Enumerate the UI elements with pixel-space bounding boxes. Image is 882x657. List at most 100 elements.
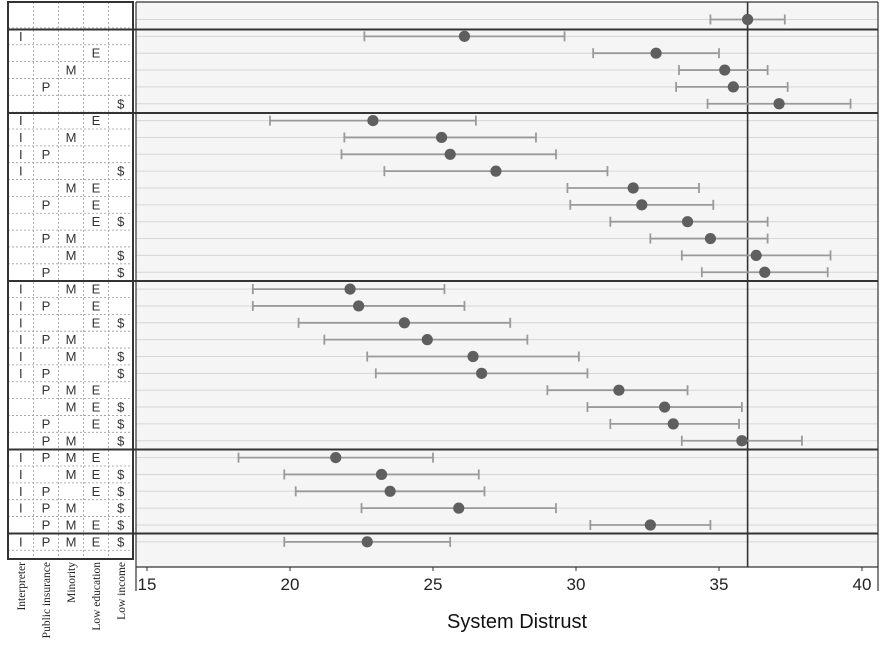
factor-cell: $ (117, 534, 125, 549)
factor-cell: $ (117, 315, 125, 330)
estimate-point (644, 519, 656, 531)
factor-cell: I (19, 484, 23, 499)
factor-cell: E (92, 282, 101, 297)
factor-cell: M (66, 181, 77, 196)
estimate-point (444, 148, 456, 160)
estimate-point (458, 30, 471, 42)
estimate-point (704, 232, 717, 245)
table-border (7, 1, 134, 560)
factor-cell: $ (117, 467, 125, 482)
factor-cell: E (92, 214, 101, 229)
factor-cell: I (19, 113, 23, 128)
x-tick-label: 40 (853, 575, 872, 594)
factor-cell: P (42, 450, 51, 465)
factor-cell: $ (117, 349, 125, 364)
estimate-point (361, 536, 373, 548)
estimate-point (750, 249, 762, 261)
factor-cell: P (42, 383, 51, 398)
factor-cell: $ (117, 96, 125, 111)
x-tick-label: 35 (710, 575, 729, 594)
estimate-point (375, 468, 388, 481)
factor-cell: $ (117, 416, 125, 431)
factor-cell: E (92, 383, 101, 398)
x-tick-label: 30 (567, 575, 586, 594)
estimate-point (353, 300, 365, 312)
factor-cell: E (92, 518, 101, 533)
estimate-point (384, 485, 396, 497)
factor-column-label: Low education (91, 562, 103, 631)
factor-cell: E (92, 416, 101, 431)
factor-cell: M (66, 332, 77, 347)
factor-cell: E (92, 450, 101, 465)
plot-area-background (136, 2, 878, 591)
factor-cell: P (42, 197, 51, 212)
factor-cell: I (19, 467, 23, 482)
estimate-point (476, 367, 488, 379)
estimate-point (627, 182, 639, 194)
factor-cell: M (66, 231, 77, 246)
factor-cell: $ (117, 366, 125, 381)
factor-cell: M (66, 534, 77, 549)
factor-cell: I (19, 164, 23, 179)
estimate-point (736, 435, 748, 447)
factor-cell: I (19, 332, 23, 347)
estimate-point (490, 165, 502, 177)
factor-cell: $ (117, 400, 125, 415)
estimate-point (367, 115, 379, 127)
factor-cell: M (66, 63, 77, 78)
estimate-point (667, 418, 679, 430)
factor-cell: P (42, 79, 51, 94)
estimate-point (398, 317, 410, 329)
factor-column-label: Minority (66, 562, 78, 603)
factor-cell: M (66, 349, 77, 364)
factor-cell: E (92, 315, 101, 330)
factor-column-label: Low income (116, 562, 128, 620)
factor-cell: P (42, 366, 51, 381)
factor-column-labels: Interpreter Public insurance Minority Low e… (16, 562, 128, 639)
factor-cell: M (66, 518, 77, 533)
factor-cell: P (42, 332, 51, 347)
factor-cell: I (19, 282, 23, 297)
factor-cell: M (66, 282, 77, 297)
factor-cell: I (19, 349, 23, 364)
factor-cell: E (92, 113, 101, 128)
group-separators (7, 1, 879, 591)
factor-cell: $ (117, 214, 125, 229)
estimate-point (759, 266, 771, 278)
factor-cell: P (42, 501, 51, 516)
estimate-point (650, 47, 662, 59)
factor-cell: P (42, 534, 51, 549)
factor-cell: P (42, 518, 51, 533)
factor-cell: E (92, 484, 101, 499)
factor-cell: P (42, 433, 51, 448)
x-axis: 15 20 25 30 35 40 (138, 567, 872, 594)
x-tick-label: 15 (138, 575, 157, 594)
factor-cell: I (19, 29, 23, 44)
x-tick-label: 20 (281, 575, 300, 594)
factor-cell: $ (117, 484, 125, 499)
factor-cell: E (92, 298, 101, 313)
factor-cell: I (19, 366, 23, 381)
estimate-point (773, 98, 785, 110)
factor-cell: M (66, 248, 77, 263)
estimate-point (453, 502, 465, 514)
factor-cell: I (19, 147, 23, 162)
factor-cell: E (92, 467, 101, 482)
factor-cell: I (19, 534, 23, 549)
estimate-point (727, 81, 739, 93)
factor-cell: $ (117, 164, 125, 179)
factor-cell: $ (117, 518, 125, 533)
factor-cell: $ (117, 248, 125, 263)
factor-cell: E (92, 197, 101, 212)
factor-cell: M (66, 467, 77, 482)
factor-cell: P (42, 231, 51, 246)
factor-cell: M (66, 501, 77, 516)
factor-cell: E (92, 46, 101, 61)
estimate-point (636, 199, 648, 211)
factor-cell: P (42, 416, 51, 431)
x-axis-title: System Distrust (447, 611, 587, 633)
factor-cell: M (66, 400, 77, 415)
plot-bottom-padding (136, 567, 878, 591)
